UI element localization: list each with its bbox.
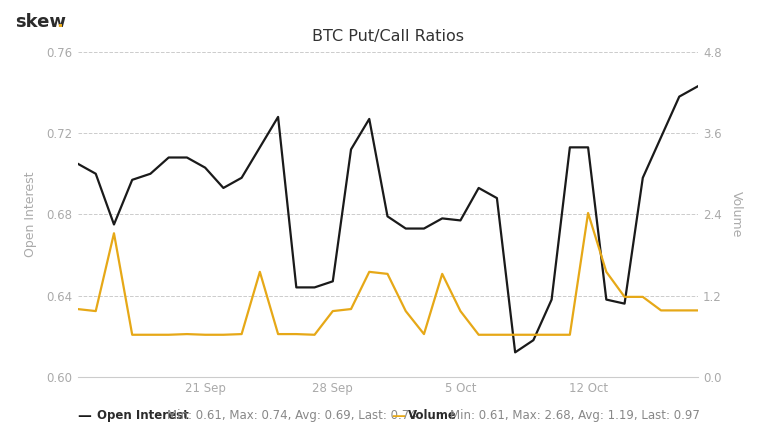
Text: Volume: Volume bbox=[408, 409, 457, 422]
Text: Min: 0.61, Max: 2.68, Avg: 1.19, Last: 0.97: Min: 0.61, Max: 2.68, Avg: 1.19, Last: 0… bbox=[450, 409, 700, 422]
Text: —: — bbox=[78, 409, 91, 423]
Y-axis label: Volume: Volume bbox=[730, 191, 743, 238]
Text: Min: 0.61, Max: 0.74, Avg: 0.69, Last: 0.74: Min: 0.61, Max: 0.74, Avg: 0.69, Last: 0… bbox=[167, 409, 416, 422]
Text: .: . bbox=[56, 13, 63, 31]
Text: Open Interest: Open Interest bbox=[97, 409, 188, 422]
Text: —: — bbox=[391, 409, 405, 423]
Text: skew: skew bbox=[16, 13, 67, 31]
Title: BTC Put/Call Ratios: BTC Put/Call Ratios bbox=[312, 29, 463, 44]
Y-axis label: Open Interest: Open Interest bbox=[25, 171, 37, 257]
